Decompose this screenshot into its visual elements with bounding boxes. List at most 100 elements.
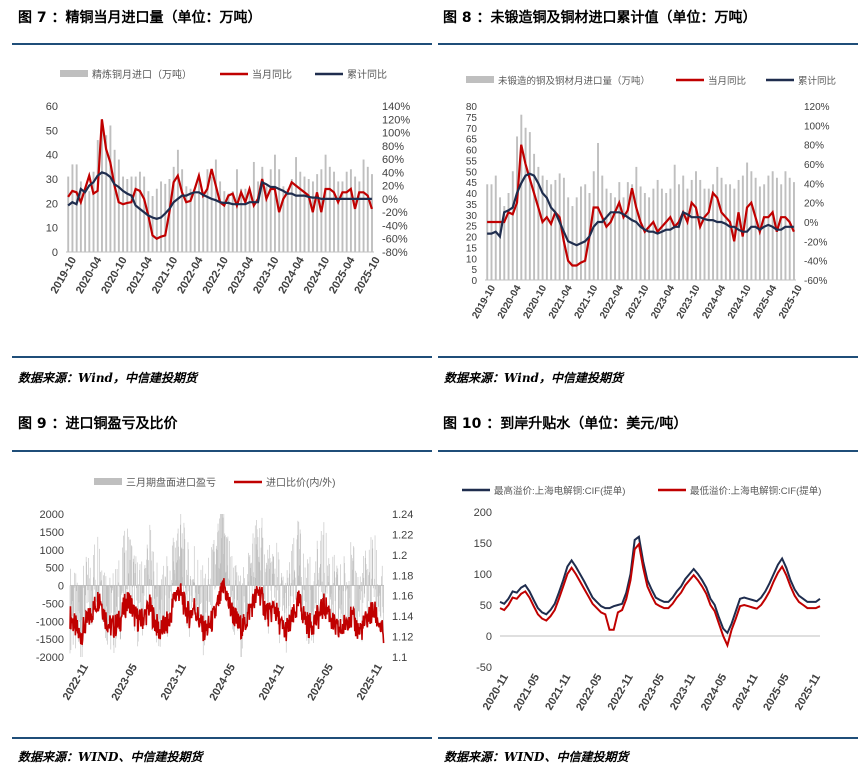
import-bar [105,135,108,252]
legend-label-1: 进口比价(内/外) [266,476,335,489]
import-bar [784,171,787,280]
y-right-tick: 100% [382,128,410,140]
x-tick: 2023-05 [636,672,667,713]
figure-7-source: 数据来源：Wind，中信建投期货 [18,371,197,385]
import-bar [724,184,727,280]
y-right-tick: 60% [804,160,824,171]
y-left-tick: 75 [466,113,478,124]
import-bar [712,184,714,280]
figure-9-source: 数据来源：WIND、中信建投期货 [18,750,203,764]
series-min-premium-line [499,541,821,649]
import-bar [122,176,125,252]
y-left-tick: 25 [466,222,478,233]
import-bar [699,179,702,280]
y-left-tick: 40 [46,150,58,162]
x-tick: 2024-05 [207,662,238,703]
import-bar [686,188,689,280]
figure-7-top-rule [12,43,432,45]
import-bar [202,193,205,252]
import-bar [265,186,268,252]
import-bar [210,176,213,252]
import-bar [622,197,625,280]
import-bar [299,171,302,252]
y-left-tick: 15 [466,243,478,254]
import-bar [580,186,582,280]
import-bar [695,171,697,280]
import-bar [303,176,306,252]
legend-swatch-0 [94,478,122,485]
y-left-tick: 500 [46,563,64,575]
y-left-tick: 80 [466,102,478,113]
y-right-tick: 120% [382,114,410,126]
legend-label-0: 未锻造的铜及铜材月进口量（万吨） [498,75,650,87]
y-right-tick: 80% [804,141,824,152]
y-left-tick: 0 [471,276,477,287]
y-tick: 200 [474,507,492,519]
y-tick: 50 [480,600,492,612]
import-bar [214,159,217,252]
import-bar [660,188,663,280]
import-bar [337,181,340,252]
import-bar [143,176,146,252]
y-right-tick: 60% [382,154,404,166]
x-tick: 2025-11 [355,662,385,702]
series-cumulative-yoy-line [487,172,794,247]
import-bar [349,169,352,252]
import-bar [345,171,348,252]
y-right-tick: 120% [804,102,830,113]
x-tick: 2025-04 [751,283,779,321]
import-bar [494,175,497,280]
y-left-tick: 1500 [40,527,64,539]
import-bar [562,177,565,280]
x-tick: 2021-11 [543,672,573,712]
import-bar [550,184,553,280]
import-bar [533,153,536,280]
import-bar [597,142,599,280]
import-bar [648,197,651,280]
y-left-tick: 40 [466,189,478,200]
import-bar [181,169,184,252]
legend-swatch-0 [60,70,88,77]
y-right-tick: 1.24 [392,509,413,521]
y-left-tick: 35 [466,200,478,211]
figure-10-title: 图 10 ：到岸升贴水（单位：美元/吨） [443,416,688,432]
import-bar [295,157,297,252]
import-bar [75,164,78,252]
import-bar [269,169,272,252]
y-left-tick: 0 [58,581,64,593]
y-right-tick: 1.22 [392,529,413,541]
import-bar [750,171,753,280]
y-right-tick: 1.14 [392,611,413,623]
import-bar [507,193,510,280]
y-left-tick: 65 [466,135,478,146]
y-right-tick: 140% [382,101,410,113]
figure-9-bottom-rule [12,737,432,739]
y-right-tick: -20% [804,237,827,248]
figure-7-chart: 精炼铜月进口（万吨） 当月同比 累计同比 60 50 40 30 20 10 0 140%120% 1… [46,68,411,296]
import-bar [155,188,158,252]
import-bar [520,114,523,280]
import-bar [113,149,116,252]
figure-8-bottom-rule [438,356,858,358]
import-bar [746,162,749,280]
import-bar [605,188,608,280]
y-right-tick: 100% [804,121,830,132]
y-tick: 0 [486,631,492,643]
import-bar [257,181,260,252]
series-price-ratio-line [69,578,385,645]
y-left-tick: 50 [46,125,58,137]
y-left-tick: 60 [46,101,58,113]
import-bar [307,179,310,252]
import-bar [729,184,732,280]
figure-7-bottom-rule [12,356,432,358]
y-left-tick: 60 [466,146,478,157]
y-right-tick: 40% [804,179,824,190]
legend-label-0: 三月期盘面进口盈亏 [126,476,216,489]
import-bar [503,206,506,280]
y-right-tick: -40% [804,257,827,268]
y-right-tick: -20% [382,207,408,219]
x-tick: 2023-10 [675,283,703,321]
x-tick: 2024-11 [257,662,287,702]
figure-9-title: 图 9 ：进口铜盈亏及比价 [18,416,178,432]
import-bar [601,175,604,280]
